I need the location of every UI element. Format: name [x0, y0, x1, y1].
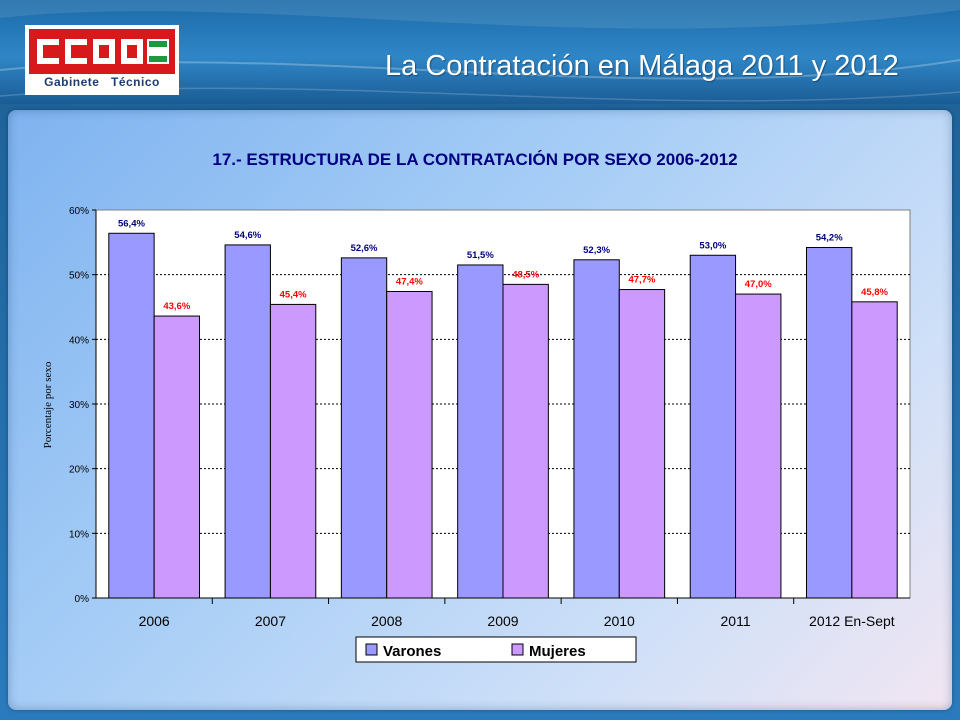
logo-letters-icon: [37, 39, 169, 64]
data-label-varones-5: 53,0%: [699, 240, 726, 251]
y-tick-label: 0%: [75, 594, 90, 605]
y-tick-label: 60%: [69, 206, 89, 217]
data-label-mujeres-0: 43,6%: [163, 301, 190, 312]
bar-varones-6: [806, 247, 853, 599]
bar-varones-2: [340, 257, 388, 599]
x-tick-label: 2012 En-Sept: [809, 613, 895, 629]
data-label-varones-0: 56,4%: [118, 218, 145, 229]
legend-label-mujeres: Mujeres: [529, 643, 586, 660]
y-tick-label: 50%: [69, 271, 89, 282]
y-axis-label: Porcentaje por sexo: [42, 361, 54, 448]
bar-mujeres-0: [153, 315, 200, 599]
data-label-varones-6: 54,2%: [816, 233, 843, 244]
data-label-mujeres-6: 45,8%: [861, 287, 888, 298]
bar-varones-0: [108, 232, 155, 599]
y-tick-label: 30%: [69, 400, 89, 411]
data-label-mujeres-4: 47,7%: [628, 275, 655, 286]
bar-varones-1: [224, 244, 271, 599]
y-tick-label: 20%: [69, 465, 89, 476]
bar-varones-3: [457, 264, 504, 599]
logo-caption: Gabinete Técnico: [25, 75, 179, 89]
legend-swatch-varones: [365, 643, 378, 656]
data-label-varones-2: 52,6%: [351, 243, 378, 254]
legend-swatch-mujeres: [511, 643, 524, 656]
x-tick-label: 2008: [371, 613, 402, 629]
bar-varones-5: [689, 254, 737, 599]
bar-mujeres-4: [618, 289, 666, 599]
ccoo-logo: Gabinete Técnico: [25, 25, 179, 95]
page-title: La Contratación en Málaga 2011 y 2012: [385, 50, 899, 82]
bar-mujeres-2: [386, 290, 433, 599]
x-tick-label: 2011: [721, 613, 751, 629]
chart-title: 17.- ESTRUCTURA DE LA CONTRATACIÓN POR S…: [212, 150, 737, 169]
x-tick-label: 2009: [487, 613, 518, 629]
y-tick-label: 40%: [69, 335, 89, 346]
bar-varones-4: [573, 259, 620, 599]
x-tick-label: 2006: [139, 613, 170, 629]
legend: Varones Mujeres: [355, 636, 637, 663]
bar-mujeres-6: [851, 301, 898, 599]
plot-area: 0% 10% 20% 30% 40% 50% 60% 56,4% 43,6% 2006 54,6% 4…: [69, 206, 911, 629]
data-label-varones-1: 54,6%: [234, 230, 261, 241]
y-tick-label: 10%: [69, 529, 89, 540]
data-label-mujeres-3: 48,5%: [512, 269, 539, 280]
x-tick-label: 2007: [255, 613, 286, 629]
data-label-mujeres-2: 47,4%: [396, 276, 423, 287]
x-tick-label: 2010: [604, 613, 635, 629]
legend-label-varones: Varones: [383, 643, 441, 660]
data-label-mujeres-5: 47,0%: [745, 279, 772, 290]
logo-caption-right: Técnico: [111, 75, 160, 89]
bar-mujeres-3: [502, 283, 549, 599]
legend-box: [355, 636, 637, 663]
data-label-varones-4: 52,3%: [583, 245, 610, 256]
bar-mujeres-5: [735, 293, 782, 599]
data-label-mujeres-1: 45,4%: [280, 289, 307, 300]
bar-mujeres-1: [269, 303, 317, 599]
logo-caption-left: Gabinete: [44, 75, 100, 89]
logo-red-panel: [29, 29, 175, 74]
data-label-varones-3: 51,5%: [467, 250, 494, 261]
